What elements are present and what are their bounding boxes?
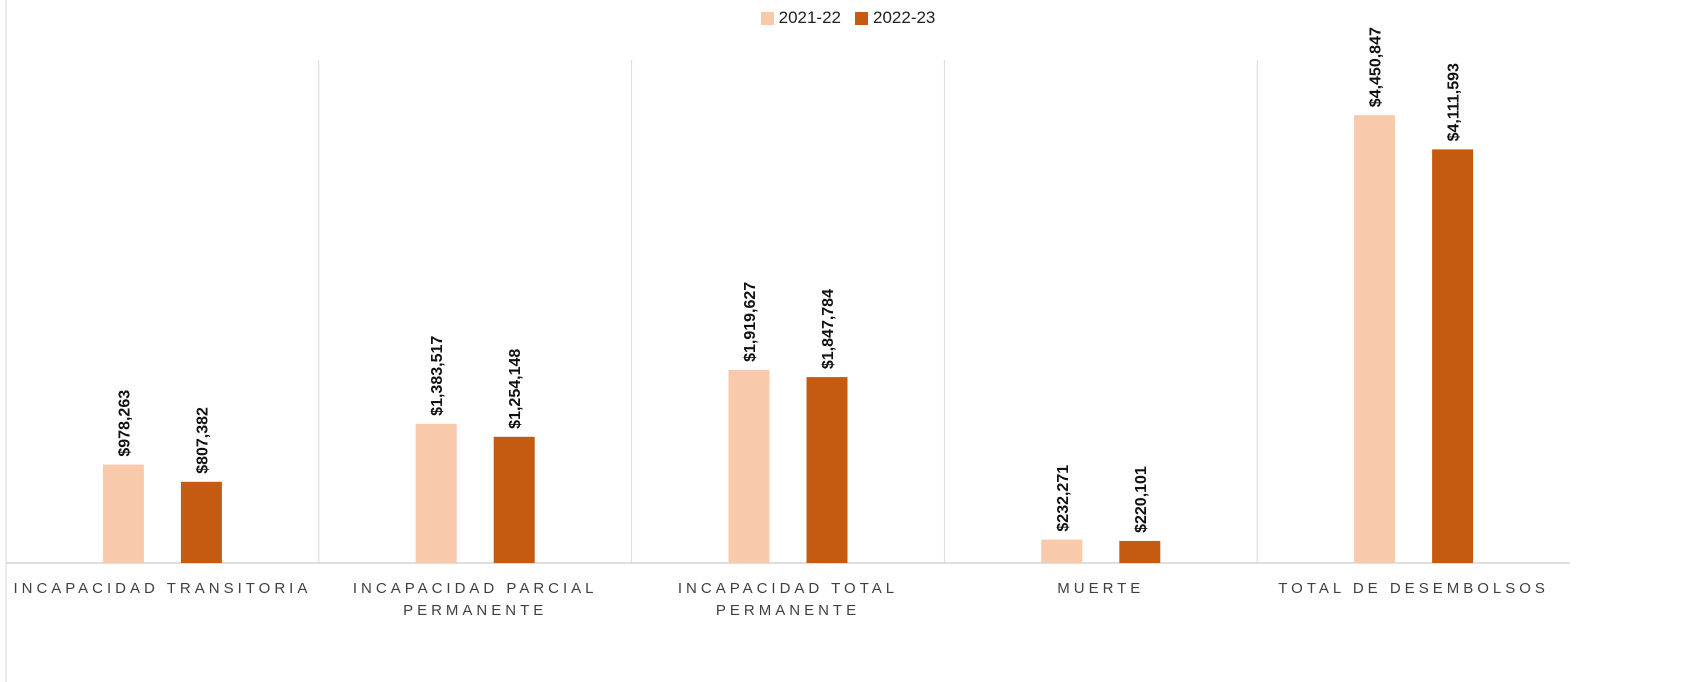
data-label-2021-22-3: $1,919,627 xyxy=(742,282,759,362)
category-label-4: MUERTE xyxy=(944,578,1257,600)
data-label-2022-23-5: $4,111,593 xyxy=(1446,63,1463,141)
legend-item-2022-23: 2022-23 xyxy=(855,8,935,28)
data-label-2021-22-2: $1,383,517 xyxy=(429,336,446,416)
category-label-5: TOTAL DE DESEMBOLSOS xyxy=(1257,578,1570,600)
category-label-line: INCAPACIDAD TOTAL xyxy=(632,578,945,600)
legend-label-2021-22: 2021-22 xyxy=(779,8,841,28)
data-label-2021-22-5: $4,450,847 xyxy=(1368,27,1385,107)
legend-swatch-2021-22 xyxy=(761,12,774,25)
category-label-line: MUERTE xyxy=(944,578,1257,600)
bar-2022-23-4 xyxy=(1119,541,1160,563)
bar-2021-22-2 xyxy=(416,424,457,563)
category-label-line: PERMANENTE xyxy=(319,600,632,622)
bar-2022-23-1 xyxy=(181,482,222,563)
data-label-2022-23-1: $807,382 xyxy=(194,407,211,474)
bar-2022-23-2 xyxy=(494,437,535,563)
bar-2022-23-5 xyxy=(1432,149,1473,563)
category-label-line: INCAPACIDAD PARCIAL xyxy=(319,578,632,600)
legend-swatch-2022-23 xyxy=(855,12,868,25)
legend-label-2022-23: 2022-23 xyxy=(873,8,935,28)
category-label-1: INCAPACIDAD TRANSITORIA xyxy=(6,578,319,600)
data-label-2021-22-1: $978,263 xyxy=(116,390,133,457)
legend: 2021-22 2022-23 xyxy=(0,8,1696,28)
bar-2021-22-5 xyxy=(1354,115,1395,563)
bar-2021-22-1 xyxy=(103,465,144,563)
category-label-3: INCAPACIDAD TOTAL PERMANENTE xyxy=(632,578,945,622)
category-label-line: INCAPACIDAD TRANSITORIA xyxy=(6,578,319,600)
category-label-line: PERMANENTE xyxy=(632,600,945,622)
bar-2022-23-3 xyxy=(807,377,848,563)
data-label-2022-23-3: $1,847,784 xyxy=(820,289,837,369)
bar-2021-22-3 xyxy=(729,370,770,563)
legend-item-2021-22: 2021-22 xyxy=(761,8,841,28)
data-label-2021-22-4: $232,271 xyxy=(1055,465,1072,532)
data-label-2022-23-4: $220,101 xyxy=(1133,466,1150,533)
category-label-line: TOTAL DE DESEMBOLSOS xyxy=(1257,578,1570,600)
bar-2021-22-4 xyxy=(1041,540,1082,563)
category-label-2: INCAPACIDAD PARCIAL PERMANENTE xyxy=(319,578,632,622)
data-label-2022-23-2: $1,254,148 xyxy=(507,349,524,429)
